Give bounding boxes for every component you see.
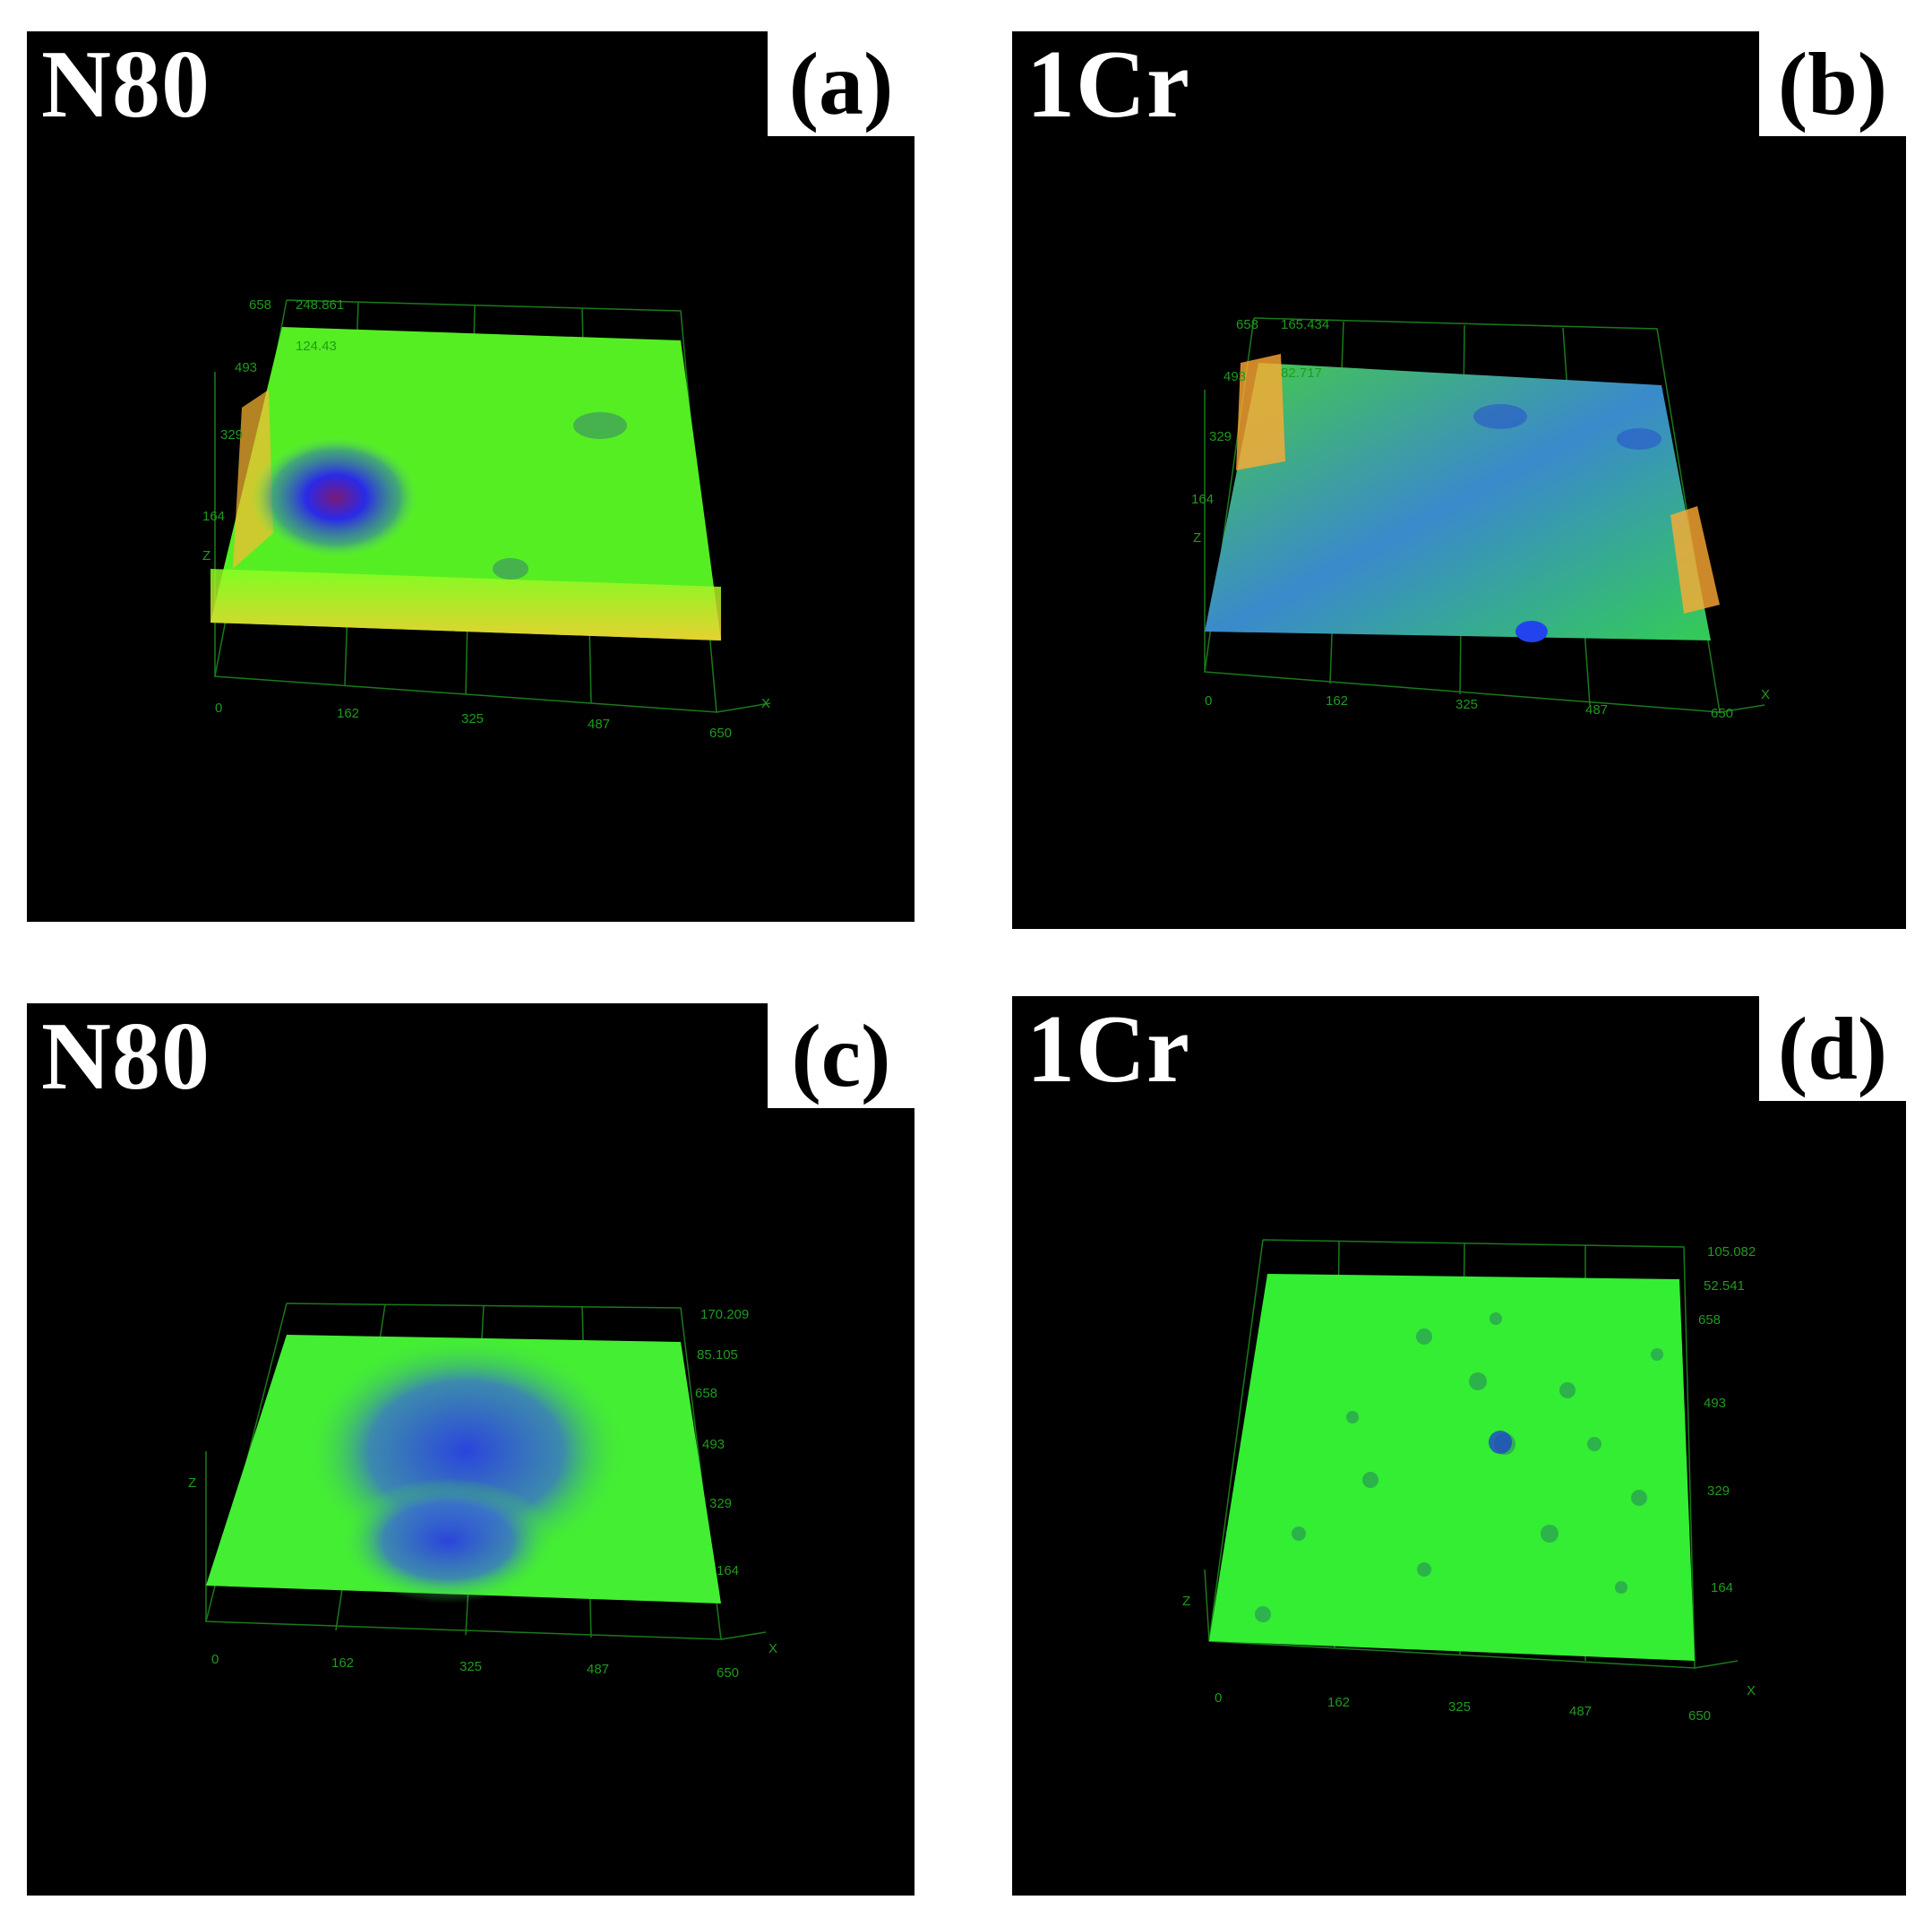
y-tick-a-2: 329 xyxy=(220,427,243,443)
x-tick-b-0: 0 xyxy=(1205,693,1212,709)
panel-d: 105.082 52.541 658 493 329 164 Z 0 162 3… xyxy=(1012,996,1906,1896)
y-tick-d-3: 164 xyxy=(1711,1580,1733,1595)
x-tick-a-3: 487 xyxy=(588,717,610,732)
x-tick-c-4: 650 xyxy=(717,1665,739,1681)
x-tick-a-2: 325 xyxy=(461,711,484,727)
panel-b: 658 165.434 82.717 493 329 164 Z 0 162 3… xyxy=(1012,31,1906,929)
y-tick-a-0: 658 xyxy=(249,297,271,313)
pits-d xyxy=(1255,1312,1663,1622)
x-tick-a-4: 650 xyxy=(709,726,732,741)
z-mid-c: 85.105 xyxy=(697,1347,738,1363)
x-tick-c-3: 487 xyxy=(587,1662,609,1677)
panel-letter-a: (a) xyxy=(768,31,914,136)
z-label-b: Z xyxy=(1193,530,1201,546)
z-max-c: 170.209 xyxy=(700,1307,749,1322)
surface-plot-a: 658 248.861 124.43 493 329 164 Z 0 162 3… xyxy=(202,297,771,741)
panel-c: 170.209 85.105 658 493 329 164 Z 0 162 3… xyxy=(27,1003,914,1896)
x-label-b: X xyxy=(1761,687,1770,702)
x-tick-d-3: 487 xyxy=(1569,1704,1592,1719)
material-label-c: N80 xyxy=(41,1003,210,1110)
y-tick-a-1: 493 xyxy=(235,360,257,375)
y-tick-c-1: 493 xyxy=(702,1437,725,1452)
z-mid-b: 82.717 xyxy=(1281,365,1322,381)
y-tick-d-0: 658 xyxy=(1698,1312,1721,1328)
y-tick-c-3: 164 xyxy=(717,1563,739,1578)
x-tick-d-4: 650 xyxy=(1688,1708,1711,1724)
x-tick-d-0: 0 xyxy=(1215,1690,1222,1706)
material-label-a: N80 xyxy=(41,31,210,138)
y-tick-a-3: 164 xyxy=(202,509,225,524)
surface-b xyxy=(1205,363,1711,641)
surface-d xyxy=(1209,1274,1695,1661)
panel-a: 658 248.861 124.43 493 329 164 Z 0 162 3… xyxy=(27,31,914,922)
y-tick-b-2: 329 xyxy=(1209,429,1232,444)
surface-a xyxy=(210,327,721,641)
x-tick-d-1: 162 xyxy=(1327,1695,1350,1710)
x-tick-c-2: 325 xyxy=(459,1659,482,1674)
z-label-c: Z xyxy=(188,1475,196,1491)
panel-letter-b: (b) xyxy=(1759,31,1906,136)
y-tick-b-3: 164 xyxy=(1191,492,1214,507)
z-max-d: 105.082 xyxy=(1707,1244,1756,1260)
x-tick-b-3: 487 xyxy=(1585,702,1608,718)
x-tick-a-0: 0 xyxy=(215,701,222,716)
z-label-a: Z xyxy=(202,548,210,563)
x-label-a: X xyxy=(761,696,770,711)
x-label-c: X xyxy=(769,1641,777,1656)
z-max-b: 165.434 xyxy=(1281,317,1329,332)
surface-plot-b: 658 165.434 82.717 493 329 164 Z 0 162 3… xyxy=(1191,317,1770,721)
y-tick-d-2: 329 xyxy=(1707,1483,1730,1499)
z-label-d: Z xyxy=(1182,1594,1190,1609)
y-tick-b-0: 658 xyxy=(1236,317,1258,332)
z-max-a: 248.861 xyxy=(296,297,344,313)
y-tick-c-2: 329 xyxy=(709,1496,732,1511)
z-mid-a: 124.43 xyxy=(296,339,337,354)
y-tick-b-1: 493 xyxy=(1224,369,1246,384)
x-tick-c-0: 0 xyxy=(211,1652,219,1667)
material-label-b: 1Cr xyxy=(1026,31,1190,138)
x-tick-b-2: 325 xyxy=(1455,697,1478,712)
y-tick-c-0: 658 xyxy=(695,1386,717,1401)
x-tick-b-4: 650 xyxy=(1711,706,1733,721)
panel-letter-d: (d) xyxy=(1759,996,1906,1101)
z-mid-d: 52.541 xyxy=(1704,1278,1745,1294)
surface-plot-c: 170.209 85.105 658 493 329 164 Z 0 162 3… xyxy=(188,1303,777,1681)
pit-a xyxy=(251,434,421,560)
x-tick-c-1: 162 xyxy=(331,1655,354,1671)
x-label-d: X xyxy=(1747,1683,1756,1698)
x-tick-d-2: 325 xyxy=(1448,1699,1471,1715)
material-label-d: 1Cr xyxy=(1026,996,1190,1103)
x-tick-b-1: 162 xyxy=(1326,693,1348,709)
panel-letter-c: (c) xyxy=(768,1003,914,1108)
x-tick-a-1: 162 xyxy=(337,706,359,721)
surface-plot-d: 105.082 52.541 658 493 329 164 Z 0 162 3… xyxy=(1182,1239,1756,1724)
y-tick-d-1: 493 xyxy=(1704,1396,1726,1411)
